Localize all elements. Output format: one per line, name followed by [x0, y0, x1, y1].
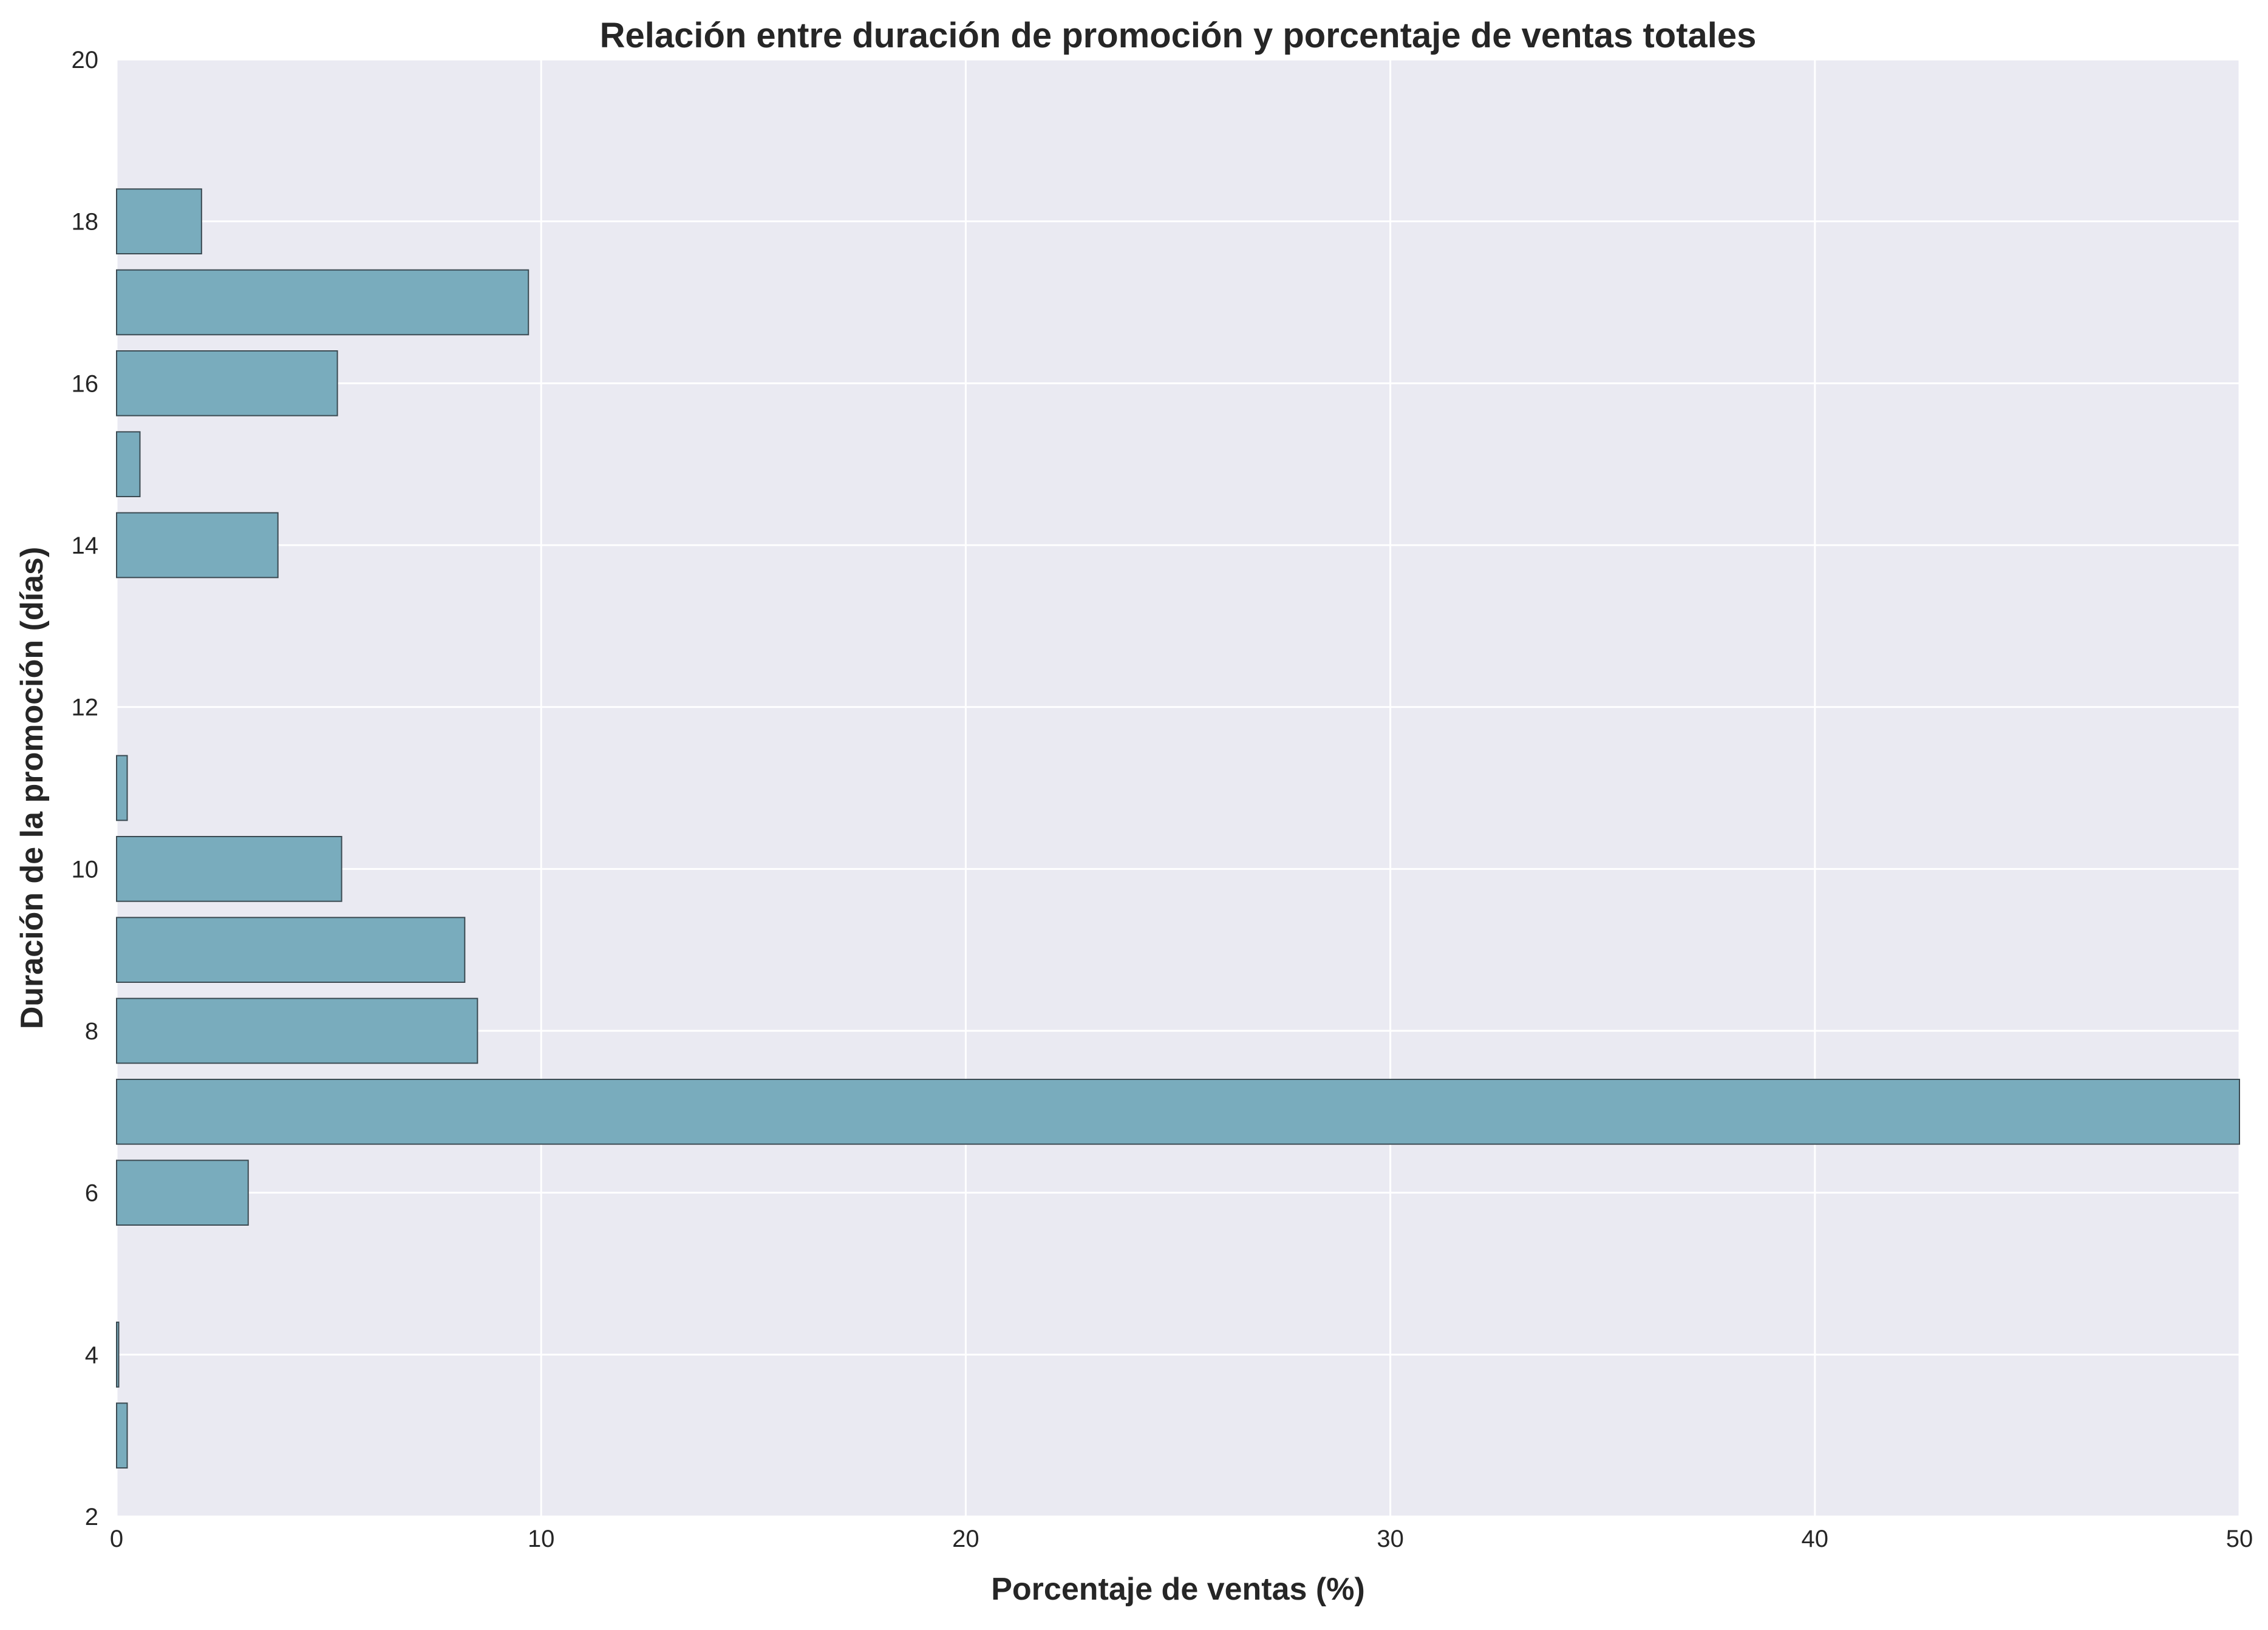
bar-duration-10 — [116, 836, 342, 902]
y-axis-label: Duración de la promoción (días) — [15, 547, 50, 1030]
bar-duration-3 — [116, 1402, 128, 1469]
y-tick-label: 20 — [72, 47, 99, 73]
x-tick-label: 20 — [952, 1526, 979, 1552]
x-tick-label: 30 — [1377, 1526, 1404, 1552]
y-tick-label: 16 — [72, 370, 99, 397]
grid-lines — [115, 58, 2241, 1518]
bar-duration-11 — [116, 755, 128, 821]
y-tick-label: 12 — [72, 694, 99, 721]
y-tick-label: 4 — [85, 1342, 98, 1368]
bar-duration-4 — [116, 1322, 120, 1388]
y-tick-label: 10 — [72, 856, 99, 883]
y-tick-label: 18 — [72, 209, 99, 236]
bar-duration-15 — [116, 431, 141, 497]
y-tick-label: 14 — [72, 532, 99, 559]
y-tick-label: 8 — [85, 1018, 98, 1045]
y-tick-label: 2 — [85, 1504, 98, 1530]
y-tick-label: 6 — [85, 1180, 98, 1207]
x-tick-label: 10 — [528, 1526, 555, 1552]
bar-duration-6 — [116, 1160, 249, 1226]
bar-duration-7 — [116, 1079, 2240, 1145]
bar-duration-14 — [116, 512, 279, 579]
x-tick-label: 0 — [110, 1526, 123, 1552]
x-tick-label: 50 — [2226, 1526, 2253, 1552]
bars — [116, 188, 2240, 1469]
bar-duration-9 — [116, 917, 466, 983]
y-tick-labels: 2 4 6 8 10 12 14 16 18 20 — [72, 47, 99, 1530]
bar-duration-8 — [116, 997, 478, 1064]
chart-title: Relación entre duración de promoción y p… — [600, 16, 1757, 55]
x-tick-label: 40 — [1802, 1526, 1829, 1552]
x-tick-labels: 0 10 20 30 40 50 — [110, 1526, 2253, 1552]
bar-duration-18 — [116, 188, 202, 255]
bar-duration-16 — [116, 350, 338, 416]
x-axis-label: Porcentaje de ventas (%) — [991, 1572, 1365, 1607]
bar-duration-17 — [116, 269, 530, 336]
